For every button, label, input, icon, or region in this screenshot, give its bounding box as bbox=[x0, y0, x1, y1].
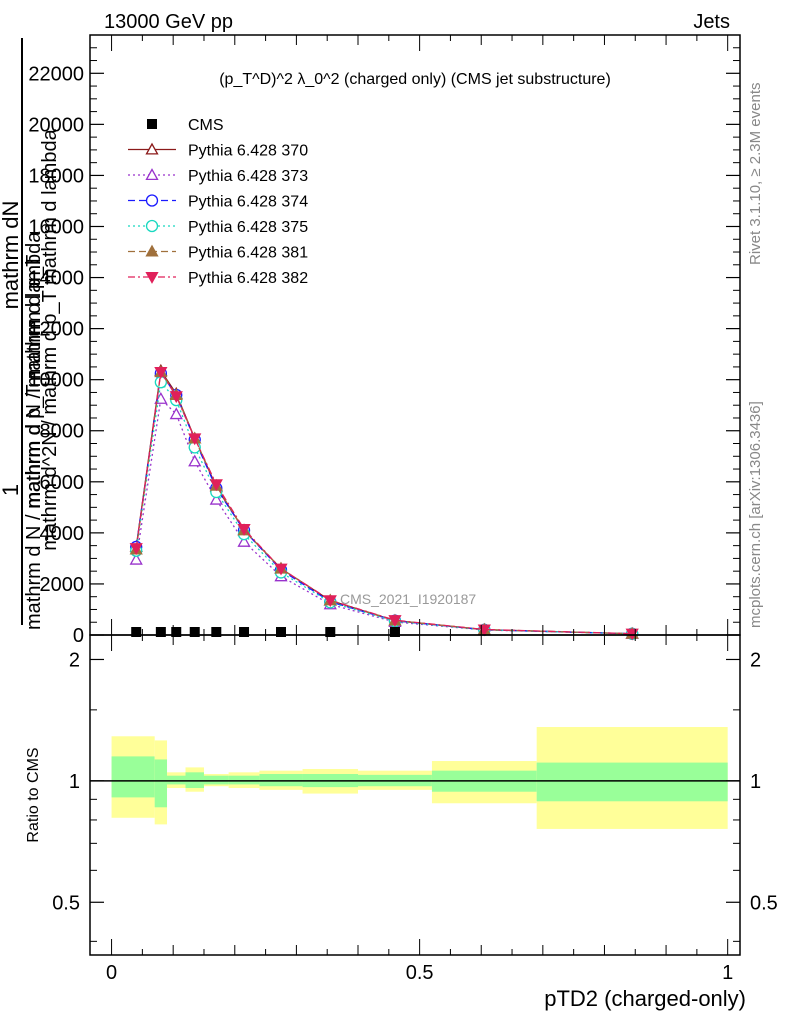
legend-label: Pythia 6.428 370 bbox=[188, 143, 308, 160]
legend-marker bbox=[145, 271, 159, 284]
mcplots-label: mcplots.cern.ch [arXiv:1306.3436] bbox=[747, 401, 764, 628]
series-line bbox=[135, 380, 633, 635]
ylabel-line1: 1 bbox=[0, 484, 23, 496]
energy-label: 13000 GeV pp bbox=[104, 11, 233, 33]
analysis-id-label: CMS_2021_I1920187 bbox=[340, 591, 476, 607]
x-axis-label: pTD2 (charged-only) bbox=[544, 986, 746, 1011]
series-marker bbox=[169, 407, 183, 420]
ratio-tick-label-right: 2 bbox=[750, 649, 761, 671]
series-marker bbox=[188, 454, 202, 467]
y-tick-label: 4000 bbox=[40, 523, 85, 545]
ylabel-line2-bottom: mathrm d N / mathrm d p_T mathrm d p_T bbox=[23, 255, 45, 630]
ylabel-line4: mathrm d N / mathrm d lambda bbox=[23, 231, 45, 509]
legend: CMS Pythia 6.428 370 Pythia 6.428 373 Pythi… bbox=[128, 117, 308, 287]
series-marker bbox=[129, 552, 143, 565]
legend-marker bbox=[145, 194, 159, 207]
y-tick-label: 2000 bbox=[40, 574, 85, 596]
series-marker bbox=[274, 563, 288, 576]
x-tick-label: 1 bbox=[722, 962, 733, 984]
series-marker bbox=[129, 543, 143, 556]
ratio-band-inner bbox=[167, 775, 186, 785]
legend-marker bbox=[145, 244, 159, 257]
cms-data-point bbox=[211, 627, 222, 637]
legend-label: Pythia 6.428 375 bbox=[188, 219, 308, 236]
series-marker bbox=[388, 615, 402, 628]
y-tick-label: 10000 bbox=[28, 370, 84, 392]
ratio-bands bbox=[90, 727, 740, 829]
axes-frame: 0 2000 4000 6000 8000 10000 12000 14000 16000 180… bbox=[28, 34, 778, 984]
legend-marker bbox=[145, 142, 159, 155]
legend-label-cms: CMS bbox=[188, 117, 224, 134]
x-tick-label: 0.5 bbox=[406, 962, 434, 984]
y-tick-label: 22000 bbox=[28, 63, 84, 85]
cms-data-point bbox=[275, 627, 286, 637]
legend-marker bbox=[145, 168, 159, 181]
ratio-tick-label-left: 0.5 bbox=[52, 892, 80, 914]
legend-marker-cms bbox=[147, 119, 157, 129]
cms-data-point bbox=[389, 627, 400, 637]
ratio-band-inner bbox=[154, 759, 168, 808]
rivet-label: Rivet 3.1.10, ≥ 2.3M events bbox=[747, 83, 764, 266]
legend-label: Pythia 6.428 382 bbox=[188, 270, 308, 287]
legend-marker bbox=[145, 219, 159, 233]
legend-label: Pythia 6.428 374 bbox=[188, 194, 308, 211]
legend-label: Pythia 6.428 373 bbox=[188, 168, 308, 185]
series-marker bbox=[154, 366, 168, 379]
cms-data-points bbox=[131, 627, 400, 637]
ratio-band-inner bbox=[259, 774, 303, 787]
series-marker bbox=[209, 479, 223, 492]
cms-data-point bbox=[189, 627, 200, 637]
series-marker bbox=[237, 534, 251, 547]
ratio-tick-label-right: 0.5 bbox=[750, 892, 778, 914]
y-tick-label: 16000 bbox=[28, 216, 84, 238]
plot-title: (p_T^D)^2 λ_0^2 (charged only) (CMS jet … bbox=[219, 71, 611, 88]
y-tick-label: 8000 bbox=[40, 421, 85, 443]
ratio-band-inner bbox=[203, 775, 229, 785]
process-label: Jets bbox=[693, 11, 730, 33]
ratio-tick-label-left: 2 bbox=[69, 649, 80, 671]
ylabel-line3: mathrm d^2N / mathrm d p_T mathrm d lamb… bbox=[39, 128, 61, 550]
series-marker bbox=[237, 523, 251, 536]
ratio-tick-label-right: 1 bbox=[750, 771, 761, 793]
legend-label: Pythia 6.428 381 bbox=[188, 245, 308, 262]
series-marker bbox=[209, 492, 223, 505]
cms-data-point bbox=[155, 627, 166, 637]
series-marker bbox=[188, 433, 202, 446]
ratio-tick-label-left: 1 bbox=[69, 771, 80, 793]
y-tick-label: 20000 bbox=[28, 114, 84, 136]
ratio-band-inner bbox=[536, 762, 728, 802]
ratio-band-inner bbox=[228, 775, 260, 785]
cms-data-point bbox=[239, 627, 250, 637]
ylabel-line2-top: mathrm dN bbox=[0, 201, 23, 310]
main-y-axis-label: 1 mathrm dN mathrm d N / mathrm d lambda… bbox=[0, 38, 61, 630]
x-tick-label: 0 bbox=[106, 962, 117, 984]
y-tick-label: 12000 bbox=[28, 319, 84, 341]
ratio-y-axis-label: Ratio to CMS bbox=[25, 747, 42, 842]
series-marker bbox=[169, 391, 183, 404]
y-tick-label: 14000 bbox=[28, 268, 84, 290]
cms-data-point bbox=[171, 627, 182, 637]
cms-data-point bbox=[131, 627, 142, 637]
y-tick-label: 6000 bbox=[40, 472, 85, 494]
ratio-plot-frame bbox=[89, 634, 741, 956]
y-tick-label: 18000 bbox=[28, 165, 84, 187]
y-tick-label: 0 bbox=[73, 625, 84, 647]
cms-data-point bbox=[325, 627, 336, 637]
ratio-band-inner bbox=[111, 756, 155, 798]
series-marker bbox=[323, 595, 337, 608]
